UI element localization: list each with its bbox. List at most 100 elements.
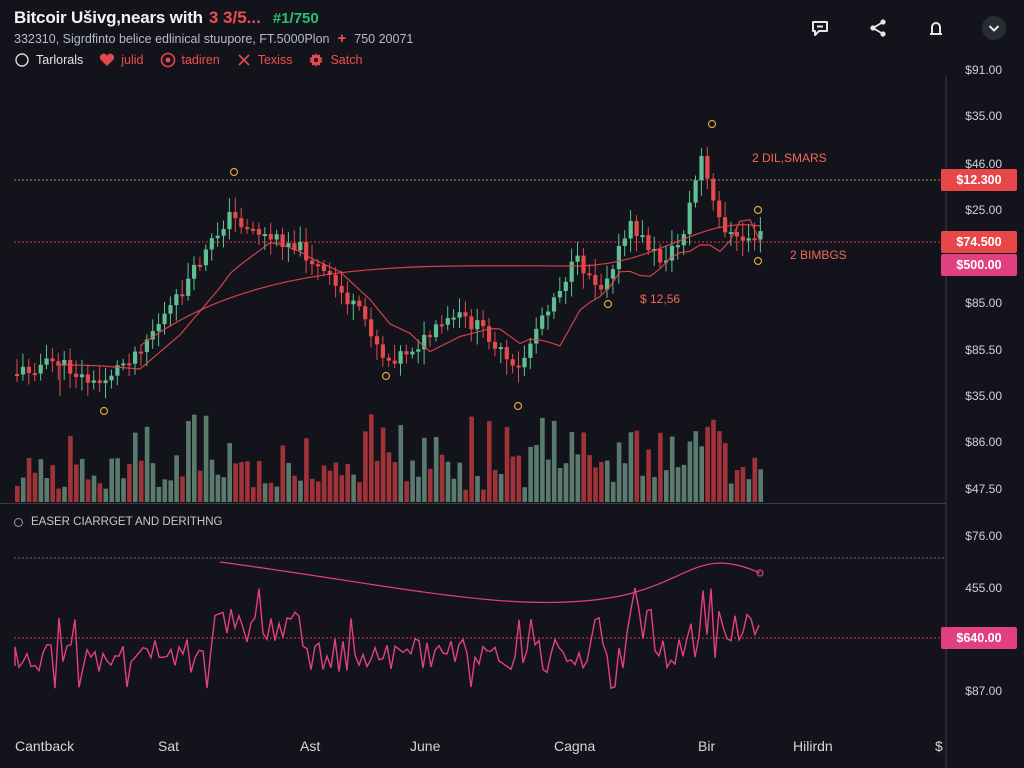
volume-bar (162, 479, 168, 502)
moving-average-line (59, 219, 761, 396)
candle-body (723, 217, 728, 233)
candle-body (392, 360, 397, 364)
volume-bar (433, 437, 439, 502)
candle-body (658, 249, 663, 263)
time-axis-label: Sat (158, 738, 180, 754)
volume-bar (534, 445, 539, 502)
candle-body (44, 358, 49, 365)
swing-marker (603, 299, 613, 309)
time-axis-label: Hilirdn (793, 738, 833, 754)
volume-bar (640, 475, 645, 502)
ohlc-volume: 750 20071 (354, 32, 414, 46)
volume-bar (392, 462, 398, 502)
volume-bar (286, 462, 291, 502)
volume-bar (50, 465, 55, 502)
price-chart[interactable] (0, 76, 1024, 768)
toolbar-item-tadiren[interactable]: tadiren (160, 52, 220, 68)
volume-bar (327, 470, 333, 502)
chart-area[interactable]: $91.00 $35.00 $46.00 $25.00 $85.00 $85.5… (0, 63, 1024, 768)
volume-bar (321, 465, 327, 502)
candle-body (699, 155, 704, 181)
volume-bar (62, 486, 67, 502)
candle-body (186, 278, 191, 296)
cross-icon (236, 52, 252, 68)
share-icon[interactable] (866, 16, 890, 40)
volume-bar (133, 432, 138, 502)
volume-bar (616, 442, 622, 502)
candle-body (351, 300, 356, 305)
indicator-signal-line (219, 561, 761, 604)
volume-bar (546, 459, 551, 502)
candle-body (192, 264, 197, 279)
volume-bar (664, 470, 669, 502)
volume-bar (410, 460, 415, 502)
toolbar-item-tarlorals[interactable]: Tarlorals (14, 52, 83, 68)
volume-bar (304, 438, 309, 502)
candle-body (457, 312, 462, 318)
price-axis-label: $35.00 (965, 109, 1002, 123)
volume-bar (711, 419, 716, 502)
candle-body (56, 361, 61, 366)
volume-bar (20, 477, 26, 502)
candle-body (740, 236, 745, 241)
candle-body (345, 292, 350, 305)
volume-bar (699, 446, 704, 502)
candle-body (79, 374, 85, 378)
candle-body (675, 245, 680, 248)
candle-body (398, 351, 403, 364)
annotation-mid: $ 12,56 (640, 292, 681, 306)
volume-bar (469, 416, 474, 502)
candle-body (15, 374, 20, 376)
volume-bar (251, 487, 256, 502)
candle-body (428, 334, 433, 338)
price-change: 3 3/5... (208, 8, 261, 27)
pane-separator[interactable] (0, 503, 946, 504)
candle-body (369, 319, 374, 337)
candle-body (669, 245, 675, 261)
price-tag-resistance: $12.300 (941, 169, 1017, 191)
toolbar-label: Satch (330, 53, 363, 67)
candle-body (404, 351, 409, 355)
candle-body (26, 366, 31, 374)
price-axis-label: $85.00 (965, 296, 1002, 310)
volume-bar (481, 489, 486, 502)
volume-bar (127, 464, 132, 502)
circle-icon (14, 52, 30, 68)
bell-icon[interactable] (924, 16, 948, 40)
volume-bar (516, 455, 522, 502)
volume-bar (292, 475, 297, 502)
candle-body (339, 285, 344, 293)
candle-body (640, 235, 645, 238)
candle-body (97, 380, 102, 384)
indicator-axis-label: $76.00 (965, 529, 1002, 543)
candle-body (115, 365, 120, 376)
target-icon (160, 52, 176, 68)
candle-body (156, 324, 161, 332)
candle-body (546, 311, 551, 316)
volume-bar (274, 486, 280, 502)
candle-body (557, 290, 562, 298)
candle-body (315, 264, 321, 267)
candle-body (150, 331, 155, 340)
volume-bar (752, 457, 758, 502)
volume-bar (758, 469, 763, 502)
volume-bar (79, 458, 85, 502)
chevron-down-icon[interactable] (982, 16, 1006, 40)
swing-marker (707, 119, 717, 129)
volume-bar (197, 470, 203, 502)
volume-bar (705, 426, 710, 502)
indicator-axis-label: 455.00 (965, 581, 1002, 595)
candle-body (487, 326, 492, 342)
toolbar-item-satch[interactable]: Satch (308, 52, 362, 68)
indicator-legend[interactable]: EASER CIARRGET AND DERITHNG (14, 516, 223, 528)
toolbar-item-julid[interactable]: julid (99, 52, 144, 68)
candle-body (469, 316, 474, 330)
candle-body (304, 242, 309, 261)
volume-bar (56, 488, 61, 502)
chat-icon[interactable] (808, 16, 832, 40)
time-axis[interactable]: Cantback Sat Ast June Cagna Bir Hilirdn … (0, 738, 1024, 762)
candle-body (274, 234, 279, 240)
candle-body (451, 317, 456, 320)
toolbar-item-texiss[interactable]: Texiss (236, 52, 292, 68)
candle-body (634, 221, 639, 237)
